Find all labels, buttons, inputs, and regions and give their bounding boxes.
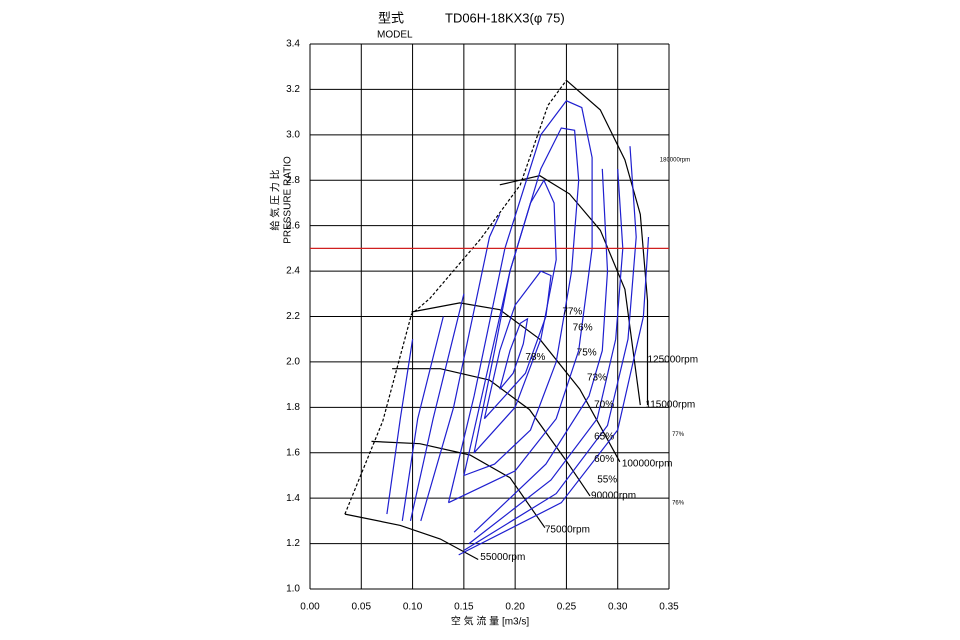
curve [392, 368, 591, 497]
x-label: 空 気 流 量 [m3/s] [451, 615, 530, 628]
annotation: 75000rpm [545, 525, 590, 536]
y-tick-label: 1.8 [286, 402, 300, 413]
annotation: 78% [525, 352, 545, 363]
y-tick-label: 1.0 [286, 584, 300, 595]
annotation: 77% [562, 307, 582, 318]
curve [499, 317, 529, 390]
annotation: 180000rpm [660, 157, 690, 163]
model: TD06H-18KX3(φ 75) [445, 10, 565, 25]
annotation: 73% [587, 372, 607, 383]
annotation: 75% [577, 347, 597, 358]
curve [499, 175, 641, 406]
annotation: 100000rpm [622, 459, 673, 470]
y-tick-label: 2.0 [286, 357, 300, 368]
annotation: 70% [594, 400, 614, 411]
curve [473, 178, 557, 454]
y-tick-label: 1.6 [286, 447, 300, 458]
curve [447, 100, 593, 504]
x-tick-label: 0.20 [505, 602, 525, 613]
y-tick-label: 3.2 [286, 84, 300, 95]
y-tick-label: 1.4 [286, 493, 300, 504]
model-label: 型式 [378, 10, 404, 25]
x-tick-label: 0.35 [659, 602, 679, 613]
x-tick-label: 0.05 [352, 602, 372, 613]
annotation: 76% [672, 500, 685, 506]
y-label-ja: 給 気 圧 力 比 [269, 169, 282, 230]
curve [401, 146, 637, 551]
curve [409, 168, 624, 545]
curve [386, 236, 650, 556]
y-tick-label: 2.8 [286, 175, 300, 186]
annotation: 55000rpm [480, 552, 525, 563]
curve [420, 168, 609, 533]
x-tick-label: 0.30 [608, 602, 628, 613]
x-tick-label: 0.10 [403, 602, 423, 613]
x-tick-label: 0.00 [300, 602, 320, 613]
x-tick-label: 0.25 [557, 602, 577, 613]
annotation: 55% [597, 475, 617, 486]
curve [371, 440, 546, 529]
y-tick-label: 1.2 [286, 538, 300, 549]
y-tick-label: 2.4 [286, 266, 300, 277]
curve [483, 270, 552, 420]
annotation: 77% [672, 432, 685, 438]
annotation: 115000rpm [645, 400, 695, 411]
annotation: 125000rpm [647, 354, 698, 365]
model-en: MODEL [377, 30, 413, 41]
y-tick-label: 2.6 [286, 220, 300, 231]
annotation: 60% [594, 454, 614, 465]
y-label-en: PRESSURE RATIO [283, 156, 294, 244]
annotation: 90000rpm [591, 491, 636, 502]
curve [344, 513, 479, 561]
y-tick-label: 3.0 [286, 129, 300, 140]
y-tick-label: 2.2 [286, 311, 300, 322]
x-tick-label: 0.15 [454, 602, 474, 613]
y-tick-label: 3.4 [286, 39, 300, 50]
annotation: 65% [594, 431, 614, 442]
curve [463, 127, 580, 477]
curve [344, 79, 567, 515]
annotation: 76% [573, 322, 593, 333]
